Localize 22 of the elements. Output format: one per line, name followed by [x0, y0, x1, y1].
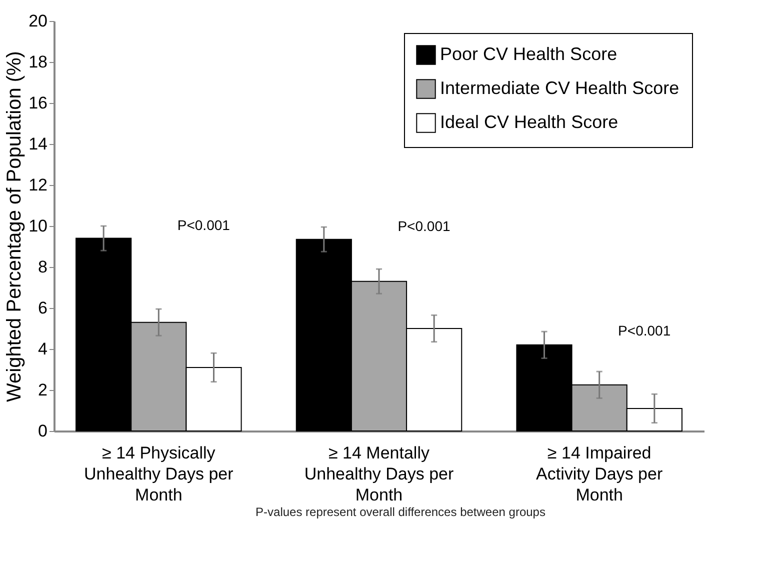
y-tick-label: 4: [38, 340, 48, 358]
y-tick-label: 18: [28, 52, 48, 72]
legend-label: Ideal CV Health Score: [440, 112, 618, 132]
y-tick-label: 10: [28, 216, 48, 236]
y-tick-label: 2: [38, 380, 48, 400]
y-axis-title: Weighted Percentage of Population (%): [4, 51, 26, 402]
x-tick-label: ≥ 14 Physically Unhealthy Days per Month: [84, 444, 234, 504]
annotation: P<0.001: [177, 217, 230, 233]
text: P-values represent overall differences between groups: [254, 505, 546, 519]
y-tick-label: 6: [38, 298, 48, 318]
legend-label: Poor CV Health Score: [440, 44, 618, 64]
annotation: P<0.001: [618, 322, 671, 339]
annotation: P<0.001: [398, 218, 450, 234]
y-tick-label: 0: [38, 422, 48, 440]
x-tick-label: ≥ 14 Impaired Activity Days per Month: [536, 444, 663, 504]
y-tick-label: 16: [28, 94, 48, 112]
y-tick-label: 20: [28, 12, 48, 30]
legend-label: Intermediate CV Health Score: [440, 78, 680, 98]
y-tick-label: 14: [28, 134, 48, 154]
y-tick-label: 12: [28, 176, 48, 194]
y-tick-label: 8: [38, 258, 48, 276]
x-tick-label: ≥ 14 Mentally Unhealthy Days per Month: [304, 444, 454, 504]
